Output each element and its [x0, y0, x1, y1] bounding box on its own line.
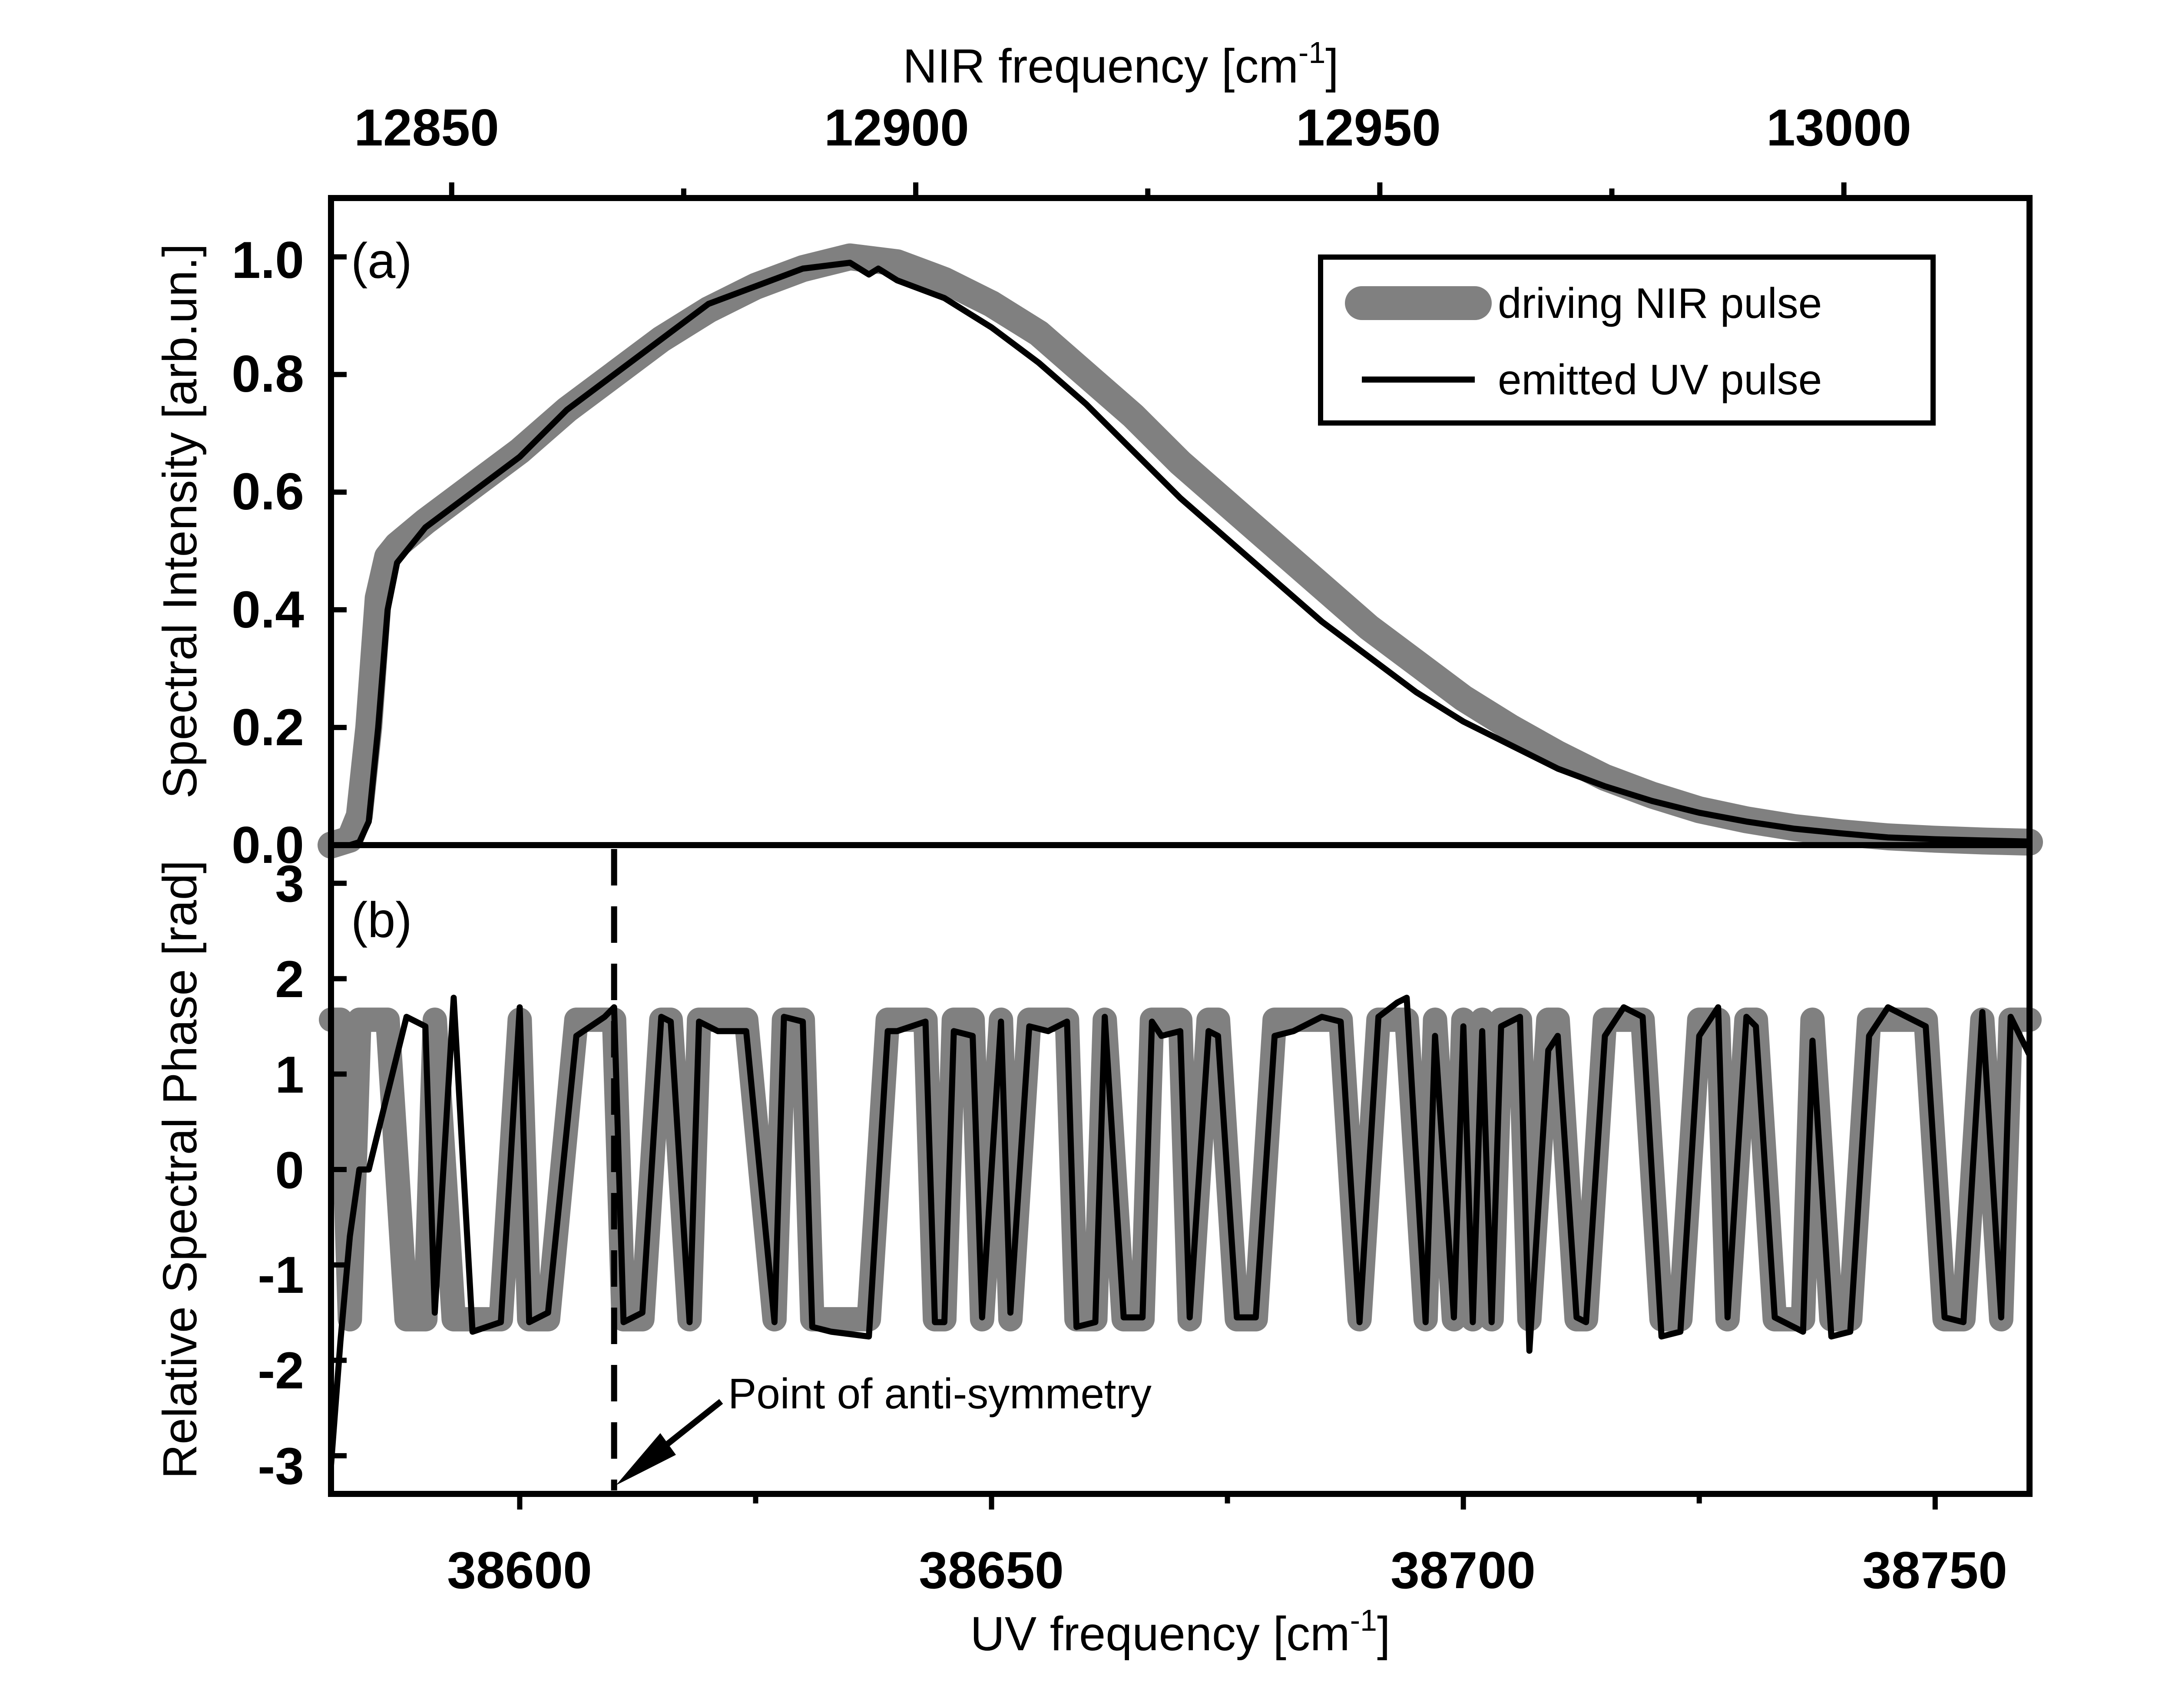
y-tick-label: -1 [258, 1246, 304, 1304]
y-tick-label: 0.2 [232, 698, 304, 757]
top-tick-labels: 12850 12900 12950 13000 [354, 99, 1911, 157]
y-tick-label: 0.6 [232, 463, 304, 521]
y-tick-label: 0.4 [232, 581, 304, 639]
top-tick-label: 13000 [1766, 99, 1911, 157]
legend: driving NIR pulse emitted UV pulse [1318, 254, 1936, 426]
legend-label-nir: driving NIR pulse [1498, 279, 1822, 327]
panel-label-b: (b) [351, 892, 412, 948]
y-tick-label: 0.8 [232, 345, 304, 403]
legend-box [1318, 254, 1936, 426]
bottom-tick-labels: 38600 38650 38700 38750 [447, 1541, 2007, 1599]
panel-label-a: (a) [351, 233, 412, 289]
bottom-tick-label: 38650 [919, 1541, 1064, 1599]
y-tick-label: 0.0 [232, 816, 304, 874]
y-tick-label: 0 [275, 1141, 304, 1199]
annotation-label: Point of anti-symmetry [728, 1370, 1152, 1417]
b-y-axis-title: Relative Spectral Phase [rad] [153, 860, 207, 1479]
top-axis-title: NIR frequency [cm-1] [903, 36, 1339, 93]
bottom-tick-label: 38600 [447, 1541, 592, 1599]
bottom-tick-label: 38700 [1391, 1541, 1536, 1599]
top-tick-label: 12900 [824, 99, 969, 157]
bottom-tick-label: 38750 [1862, 1541, 2007, 1599]
annotation-arrowhead-icon [616, 1433, 676, 1485]
top-tick-label: 12850 [354, 99, 499, 157]
legend-label-uv: emitted UV pulse [1498, 356, 1822, 403]
y-tick-label: 1 [275, 1046, 304, 1104]
top-tick-label: 12950 [1296, 99, 1441, 157]
a-y-tick-labels: 0.0 0.2 0.4 0.6 0.8 1.0 [232, 231, 304, 874]
y-tick-label: 1.0 [232, 231, 304, 289]
a-y-axis-title: Spectral Intensity [arb.un.] [153, 244, 207, 799]
b-y-tick-labels: -3 -2 -1 0 1 2 3 [258, 855, 304, 1495]
y-tick-label: -3 [258, 1437, 304, 1495]
y-tick-label: -2 [258, 1341, 304, 1400]
phase-panel: (b) -3 -2 -1 0 1 2 3 Relative Spectral P… [153, 842, 2042, 1510]
y-tick-label: 2 [275, 950, 304, 1008]
y-tick-label: 3 [275, 855, 304, 913]
a-series-uv-line [328, 260, 2033, 848]
bottom-axis-title: UV frequency [cm-1] [970, 1603, 1390, 1661]
intensity-panel: (a) 0.0 0.2 0.4 0.6 0.8 1.0 Spectral Int… [153, 182, 2043, 874]
b-series-uv-line [328, 994, 2033, 1469]
